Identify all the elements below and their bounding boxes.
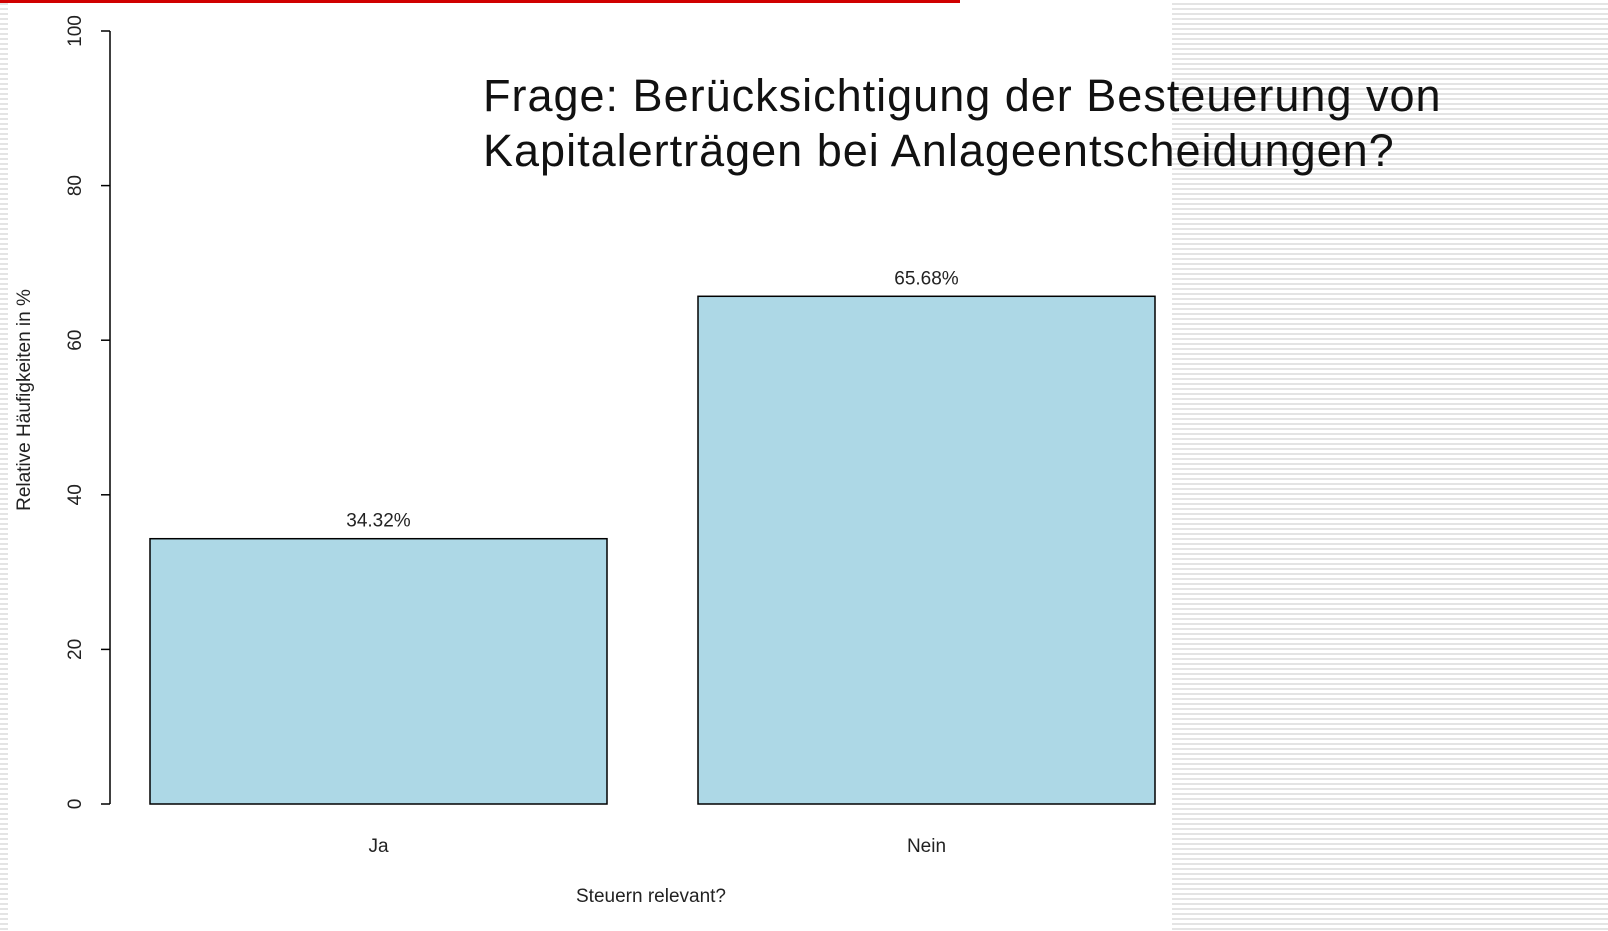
y-tick-label: 20 [65,639,86,660]
chart-title: Frage: Berücksichtigung der Besteuerung … [483,70,1442,121]
y-tick-label: 40 [65,484,86,505]
y-tick-label: 0 [65,799,86,810]
slide-accent [0,0,960,3]
y-tick-label: 60 [65,330,86,351]
data-label: 34.32% [346,511,411,532]
bar [697,295,1156,805]
y-tick-label: 80 [65,175,86,196]
x-axis-label: Steuern relevant? [576,886,726,907]
bar [149,537,608,805]
y-tick-label: 100 [65,15,86,47]
x-tick-label: Ja [368,836,389,857]
slide-stripes [0,0,8,931]
chart-title: Kapitalerträgen bei Anlageentscheidungen… [483,125,1395,176]
y-axis-label: Relative Häufigkeiten in % [14,289,35,511]
data-label: 65.68% [894,268,959,289]
slide-stripes [1172,0,1608,931]
x-tick-label: Nein [907,836,946,857]
